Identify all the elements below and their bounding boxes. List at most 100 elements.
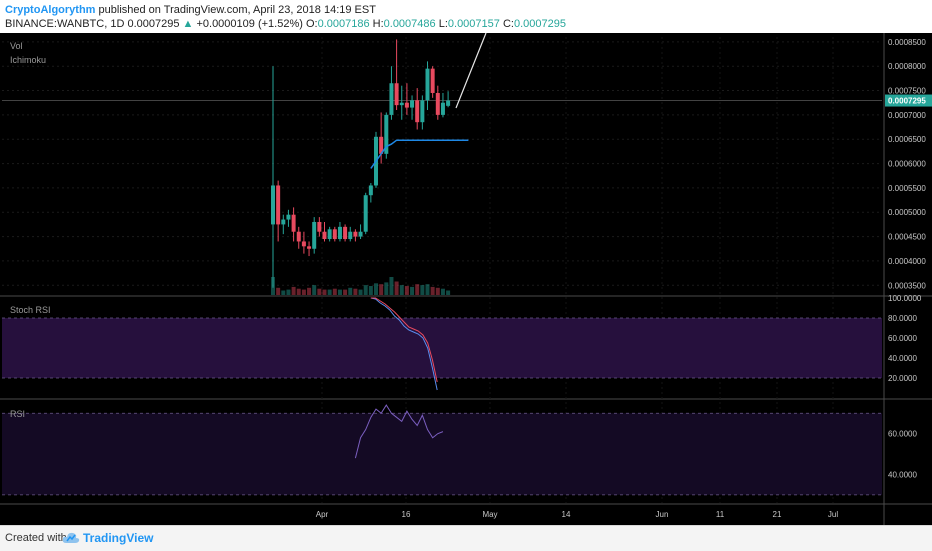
candle-body — [271, 185, 275, 225]
volume-bar — [399, 285, 404, 295]
candle-body — [301, 241, 306, 247]
last-price-tag-label: 0.0007295 — [888, 97, 926, 106]
candle-body — [322, 231, 327, 240]
price-tick-label: 0.0006000 — [888, 160, 926, 169]
stoch-tick-label: 80.0000 — [888, 314, 917, 323]
symbol-name: BINANCE:WANBTC, 1D — [5, 18, 125, 30]
candle-body — [368, 185, 373, 196]
volume-bars — [271, 277, 451, 295]
up-arrow-icon: ▲ — [182, 18, 194, 30]
volume-bar — [353, 288, 358, 295]
open-label: O: — [305, 18, 318, 30]
candle-body — [312, 221, 317, 249]
chart-canvas[interactable]: 0.0008500 0.0008000 0.0007500 0.0007000 0.00… — [0, 33, 932, 525]
candle-body — [353, 231, 358, 237]
volume-bar — [374, 283, 378, 295]
price-tick-label: 0.0008500 — [888, 38, 926, 47]
stoch-rsi-line — [370, 297, 438, 391]
tradingview-link[interactable]: TradingView — [83, 531, 154, 545]
volume-bar — [322, 289, 327, 295]
time-tick-label: 16 — [402, 510, 411, 519]
candle-body — [286, 214, 291, 220]
volume-bar — [317, 288, 322, 295]
price-tick-label: 0.0005000 — [888, 208, 926, 217]
volume-bar — [446, 290, 451, 295]
tradingview-cloud-icon — [62, 532, 80, 543]
volume-bar — [363, 285, 368, 295]
volume-bar — [404, 286, 409, 295]
candle-body — [389, 83, 394, 115]
price-tick-label: 0.0007500 — [888, 87, 926, 96]
candle-body — [363, 195, 368, 232]
price-axis[interactable]: 0.0008500 0.0008000 0.0007500 0.0007000 0.00… — [885, 38, 932, 480]
vol-label: Vol — [10, 41, 23, 51]
close-value: 0.0007295 — [513, 18, 566, 30]
created-with-text: Created with — [5, 532, 67, 544]
candle-body — [435, 92, 440, 115]
panel-labels: Vol Ichimoku Stoch RSI RSI — [10, 41, 51, 419]
high-label: H: — [372, 18, 384, 30]
last-price: 0.0007295 — [127, 18, 180, 30]
candle-body — [404, 102, 409, 108]
volume-bar — [301, 289, 306, 295]
volume-bar — [430, 286, 435, 295]
chart-header: CryptoAlgorythm published on TradingView… — [0, 0, 932, 33]
stoch-tick-label: 60.0000 — [888, 334, 917, 343]
price-tick-label: 0.0006500 — [888, 135, 926, 144]
close-label: C: — [502, 18, 514, 30]
rsi-tick-label: 40.0000 — [888, 470, 917, 479]
volume-bar — [420, 285, 425, 295]
volume-bar — [425, 284, 430, 295]
indicator-lines — [354, 33, 487, 459]
candle-body — [317, 221, 322, 232]
ichimoku-base-line — [370, 139, 469, 169]
rsi-band — [2, 413, 882, 495]
candle-body — [358, 231, 363, 237]
low-value: 0.0007157 — [447, 18, 500, 30]
volume-bar — [281, 290, 286, 295]
grid-lines — [0, 33, 932, 525]
stoch-tick-label: 40.0000 — [888, 354, 917, 363]
author-link[interactable]: CryptoAlgorythm — [5, 4, 96, 16]
stoch-tick-label: 20.0000 — [888, 374, 917, 383]
time-tick-label: May — [482, 510, 497, 519]
volume-bar — [286, 289, 291, 295]
high-value: 0.0007486 — [383, 18, 436, 30]
low-label: L: — [438, 18, 448, 30]
volume-bar — [337, 289, 342, 295]
volume-bar — [327, 289, 332, 295]
open-value: 0.0007186 — [317, 18, 370, 30]
volume-bar — [435, 287, 440, 295]
last-price-tag — [885, 94, 932, 107]
volume-bar — [343, 289, 348, 295]
price-tick-label: 0.0004500 — [888, 233, 926, 242]
footer: Created with TradingView — [0, 525, 932, 551]
candle-body — [384, 114, 389, 154]
price-change: +0.0000109 (+1.52%) — [196, 18, 303, 30]
volume-bar — [379, 284, 384, 295]
candle-body — [379, 136, 384, 154]
indicator-bands — [2, 317, 882, 496]
time-tick-label: Jul — [828, 510, 838, 519]
candle-body — [394, 83, 399, 106]
candle-body — [420, 100, 425, 123]
candle-body — [281, 219, 286, 225]
volume-bar — [389, 277, 394, 295]
stoch-rsi-line — [370, 297, 438, 383]
stoch-tick-label: 100.0000 — [888, 294, 922, 303]
candle-body — [343, 226, 348, 240]
stoch-rsi-band — [2, 318, 882, 378]
volume-bar — [415, 284, 420, 295]
candle-body — [296, 231, 301, 242]
time-tick-label: 21 — [773, 510, 782, 519]
volume-bar — [312, 285, 317, 295]
candle-body — [276, 185, 281, 225]
volume-bar — [276, 287, 281, 295]
trend-line-drawing — [455, 33, 487, 109]
price-tick-label: 0.0004000 — [888, 257, 926, 266]
rsi-label: RSI — [10, 409, 25, 419]
time-axis[interactable]: Apr 16 May 14 Jun 11 21 Jul — [316, 510, 839, 519]
symbol-line: BINANCE:WANBTC, 1D 0.0007295 ▲ +0.000010… — [5, 18, 566, 30]
candle-body — [327, 229, 332, 240]
time-tick-label: Jun — [656, 510, 669, 519]
